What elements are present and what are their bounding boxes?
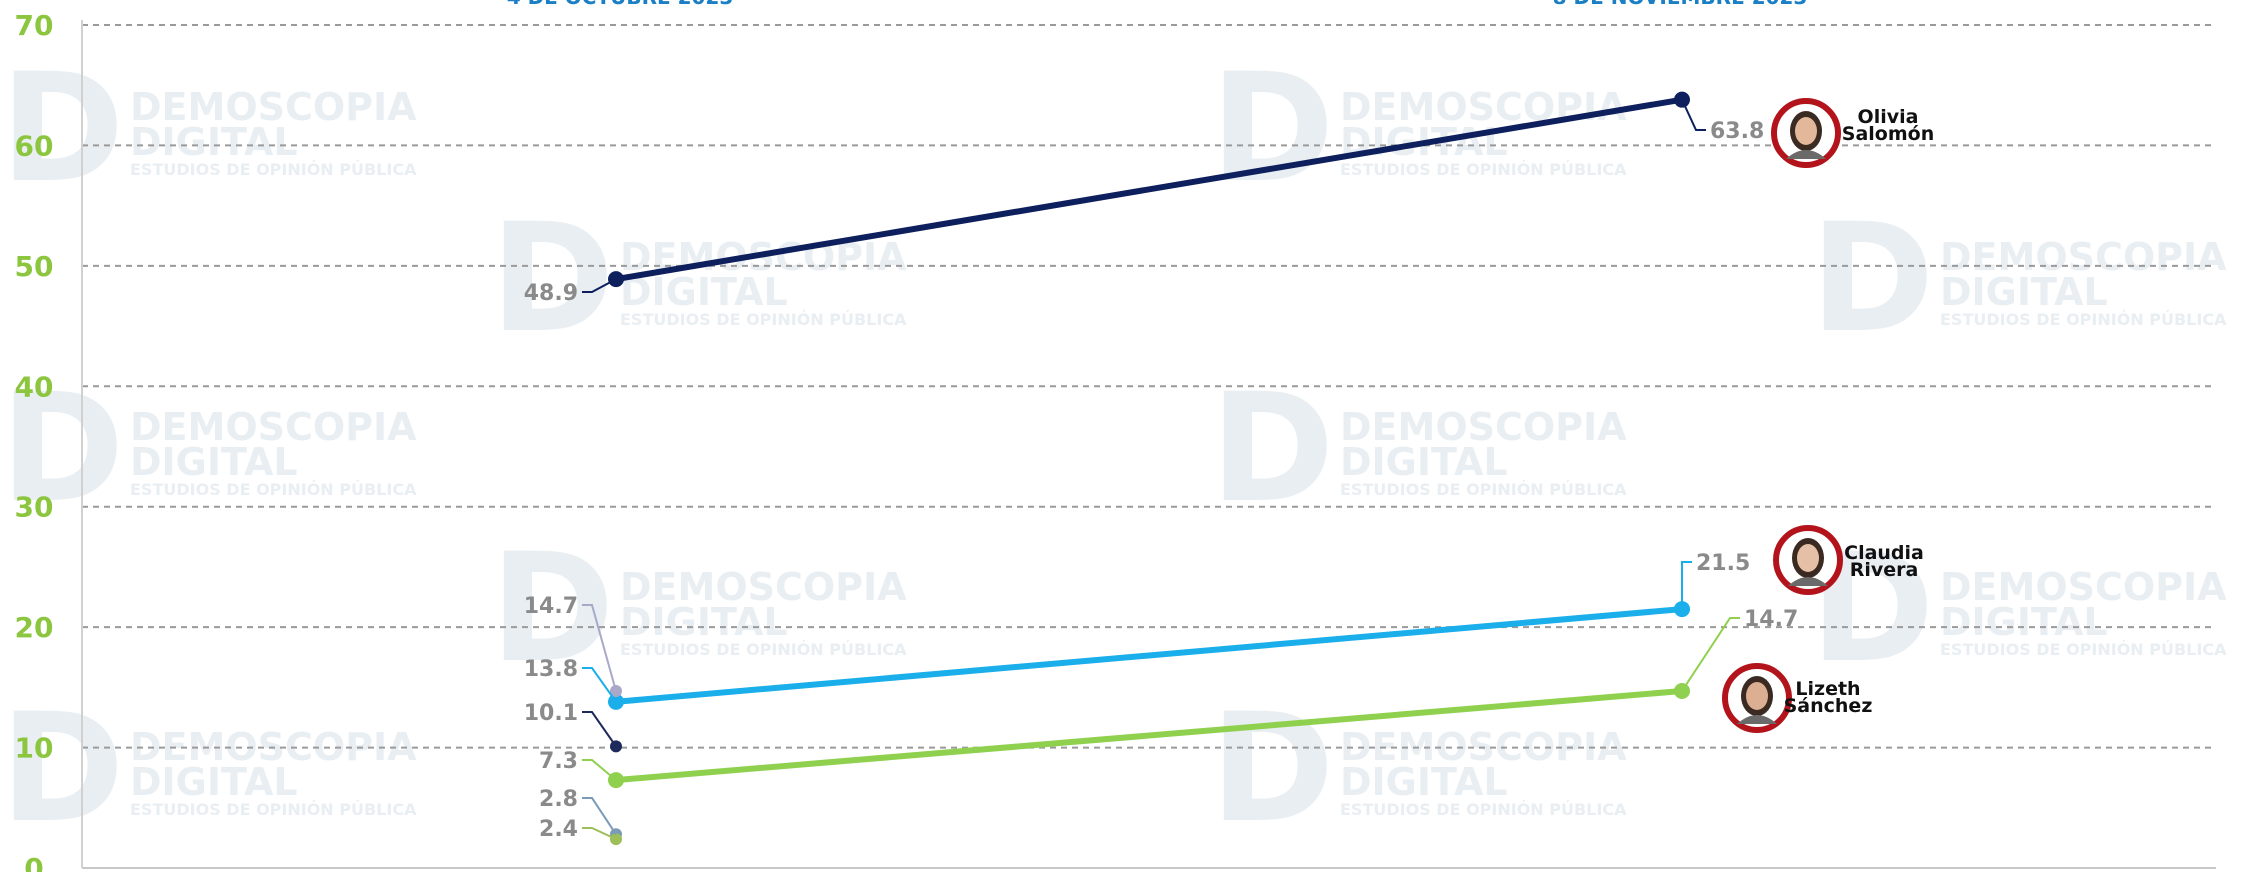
- data-label: 2.8: [539, 787, 578, 812]
- data-label: 14.7: [1744, 607, 1798, 632]
- series-line: [613, 96, 1685, 283]
- watermark-title: DEMOSCOPIA: [130, 405, 417, 449]
- watermark-tagline: ESTUDIOS DE OPINIÓN PÚBLICA: [1340, 480, 1627, 499]
- watermark-subtitle: DIGITAL: [1340, 440, 1508, 484]
- leader-line: [1681, 561, 1692, 610]
- leader-line: [1681, 99, 1706, 131]
- y-axis: 0 10 20 30 40 50 60 70: [15, 9, 54, 872]
- watermark-subtitle: DIGITAL: [130, 120, 298, 164]
- y-tick-label: 10: [15, 732, 54, 765]
- y-tick-label: 70: [15, 9, 54, 42]
- watermark-letter: D: [1210, 682, 1335, 856]
- watermark-letter: D: [0, 682, 125, 856]
- y-tick-label: 20: [15, 611, 54, 644]
- data-label: 48.9: [524, 281, 578, 306]
- watermark-subtitle: DIGITAL: [130, 760, 298, 804]
- shoulders-shape: [1788, 577, 1828, 586]
- watermark-title: DEMOSCOPIA: [1340, 85, 1627, 129]
- date-header-left: 4 DE OCTUBRE 2023: [507, 0, 734, 9]
- y-tick-label: 60: [15, 129, 54, 162]
- watermark-letter: D: [1810, 192, 1935, 366]
- y-tick-label: 50: [15, 250, 54, 283]
- watermark-tagline: ESTUDIOS DE OPINIÓN PÚBLICA: [1340, 800, 1627, 819]
- face-shape: [1797, 544, 1819, 572]
- watermark-letter: D: [490, 192, 615, 366]
- watermark-tagline: ESTUDIOS DE OPINIÓN PÚBLICA: [130, 160, 417, 179]
- face-shape: [1746, 682, 1768, 710]
- watermark-title: DEMOSCOPIA: [1940, 565, 2227, 609]
- face-shape: [1795, 117, 1817, 145]
- watermark-tagline: ESTUDIOS DE OPINIÓN PÚBLICA: [1940, 310, 2227, 329]
- watermark-tagline: ESTUDIOS DE OPINIÓN PÚBLICA: [620, 640, 907, 659]
- watermark-subtitle: DIGITAL: [620, 270, 788, 314]
- shoulders-shape: [1737, 715, 1777, 724]
- leader-line: [582, 667, 617, 703]
- watermark-letter: D: [0, 42, 125, 216]
- data-labels-layer: 48.9 63.8 13.8 21.5 7.3 14.7 14.7 10.1 2.8 2.4: [524, 99, 1798, 842]
- date-header-right: 8 DE NOVIEMBRE 2023: [1553, 0, 1808, 9]
- leader-line: [582, 278, 617, 293]
- y-tick-label: 0: [24, 852, 43, 872]
- candidate-last-name: Rivera: [1850, 559, 1919, 581]
- watermark-letter: D: [0, 362, 125, 536]
- watermark-letter: D: [1210, 362, 1335, 536]
- watermark-title: DEMOSCOPIA: [1340, 405, 1627, 449]
- watermark-subtitle: DIGITAL: [1940, 600, 2108, 644]
- leader-line: [582, 604, 617, 692]
- y-tick-label: 30: [15, 491, 54, 524]
- watermark-subtitle: DIGITAL: [620, 600, 788, 644]
- leader-line: [582, 759, 617, 781]
- data-label: 14.7: [524, 594, 578, 619]
- data-label: 7.3: [539, 749, 578, 774]
- data-label: 63.8: [1710, 119, 1764, 144]
- leader-line: [1681, 617, 1740, 692]
- candidate-first-name: Olivia: [1858, 106, 1919, 128]
- watermark-subtitle: DIGITAL: [1940, 270, 2108, 314]
- data-label: 13.8: [524, 657, 578, 682]
- candidate-first-name: Claudia: [1844, 542, 1924, 564]
- data-label: 10.1: [524, 701, 578, 726]
- watermark-letter: D: [1210, 42, 1335, 216]
- watermark-tagline: ESTUDIOS DE OPINIÓN PÚBLICA: [1940, 640, 2227, 659]
- leader-line: [582, 827, 617, 841]
- leader-line: [582, 797, 617, 835]
- watermark-tagline: ESTUDIOS DE OPINIÓN PÚBLICA: [1340, 160, 1627, 179]
- series-layer: [608, 91, 1690, 846]
- series-line: [613, 687, 1685, 784]
- watermark-subtitle: DIGITAL: [1340, 760, 1508, 804]
- candidate-last-name: Salomón: [1842, 123, 1934, 145]
- candidate-last-name: Sánchez: [1784, 695, 1873, 717]
- leader-line: [582, 711, 617, 747]
- grid-lines: [81, 20, 2216, 869]
- series-line: [613, 606, 1685, 705]
- date-headers: 4 DE OCTUBRE 2023 8 DE NOVIEMBRE 2023: [507, 0, 1808, 9]
- watermark-title: DEMOSCOPIA: [130, 85, 417, 129]
- watermark-title: DEMOSCOPIA: [620, 565, 907, 609]
- data-label: 2.4: [539, 817, 578, 842]
- candidate-first-name: Lizeth: [1795, 678, 1860, 700]
- watermark-tagline: ESTUDIOS DE OPINIÓN PÚBLICA: [130, 800, 417, 819]
- shoulders-shape: [1786, 150, 1826, 159]
- data-label: 21.5: [1696, 551, 1750, 576]
- y-tick-label: 40: [15, 370, 54, 403]
- watermark-title: DEMOSCOPIA: [1940, 235, 2227, 279]
- watermark-subtitle: DIGITAL: [130, 440, 298, 484]
- watermark-tagline: ESTUDIOS DE OPINIÓN PÚBLICA: [130, 480, 417, 499]
- watermark-tagline: ESTUDIOS DE OPINIÓN PÚBLICA: [620, 310, 907, 329]
